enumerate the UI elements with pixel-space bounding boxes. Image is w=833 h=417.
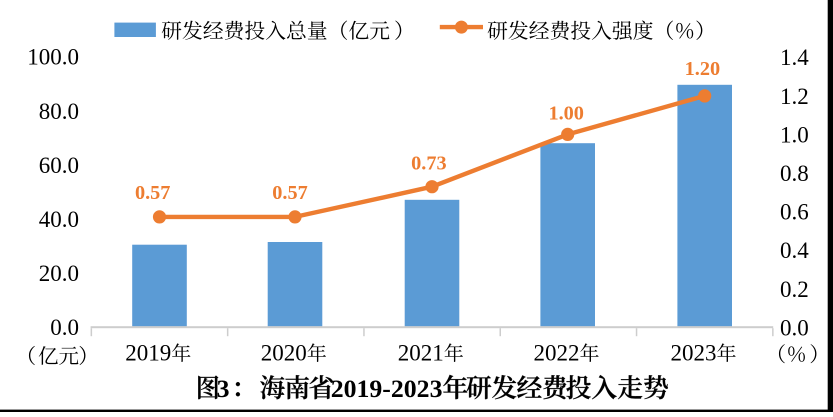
svg-text:0.2: 0.2 — [780, 277, 809, 302]
svg-text:2019: 2019 — [125, 340, 171, 365]
svg-text:0.4: 0.4 — [780, 238, 809, 263]
svg-text:0.8: 0.8 — [780, 161, 809, 186]
svg-text:60.0: 60.0 — [39, 153, 79, 178]
svg-text:2022: 2022 — [534, 340, 580, 365]
svg-text:0.0: 0.0 — [780, 315, 809, 340]
svg-text:40.0: 40.0 — [39, 207, 79, 232]
svg-text:80.0: 80.0 — [39, 99, 79, 124]
svg-text:0.57: 0.57 — [135, 182, 171, 204]
svg-text:100.0: 100.0 — [27, 45, 79, 70]
svg-text:0.73: 0.73 — [411, 152, 447, 174]
svg-text:0.0: 0.0 — [50, 315, 79, 340]
svg-text:1.20: 1.20 — [685, 58, 721, 80]
svg-text:2019-2023: 2019-2023 — [331, 374, 443, 403]
svg-text:2021: 2021 — [398, 340, 444, 365]
svg-text:3: 3 — [217, 374, 230, 403]
svg-text:1.2: 1.2 — [780, 84, 809, 109]
svg-text:20.0: 20.0 — [39, 261, 79, 286]
svg-text:2020: 2020 — [261, 340, 307, 365]
svg-text:1.4: 1.4 — [780, 45, 809, 70]
svg-text:1.00: 1.00 — [548, 103, 584, 125]
svg-text:2023: 2023 — [671, 340, 717, 365]
svg-text:0.6: 0.6 — [780, 200, 809, 225]
svg-text:0.57: 0.57 — [272, 182, 308, 204]
svg-text:1.0: 1.0 — [780, 122, 809, 147]
